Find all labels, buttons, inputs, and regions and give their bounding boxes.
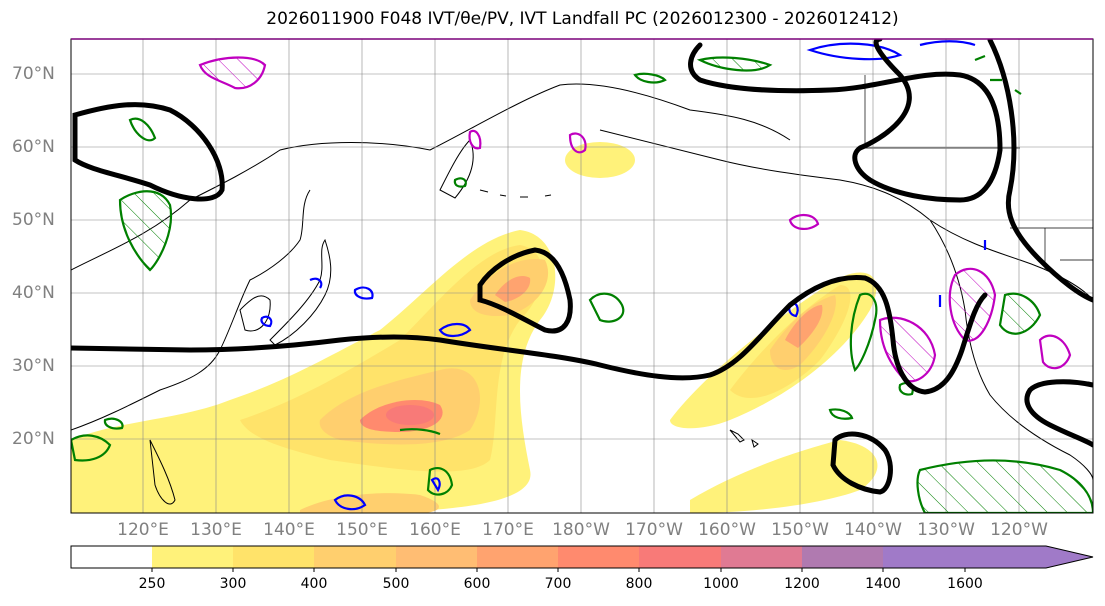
cb-seg-2: [233, 546, 314, 568]
us-states: [1044, 228, 1093, 270]
cb-outline: [70, 545, 1094, 569]
ivt-700-north: [495, 275, 531, 302]
cb-tick-600: 600: [463, 576, 491, 592]
theta-e-sw-loop: [830, 431, 893, 495]
coastlines: [71, 83, 1093, 505]
cb-seg-1: [152, 546, 233, 568]
pv-blue-contours: [260, 40, 987, 511]
cb-seg-6: [558, 546, 639, 568]
lat-label-60n: 60°N: [12, 137, 55, 157]
lon-label-170w: 170°W: [625, 520, 683, 540]
lon-label-130w: 130°W: [917, 520, 975, 540]
cb-tick-800: 800: [625, 576, 653, 592]
korea: [239, 295, 271, 332]
asia-coast: [71, 83, 791, 271]
japan: [269, 238, 332, 346]
lon-label-160w: 160°W: [698, 520, 756, 540]
theta-e-se: [1024, 379, 1093, 448]
cb-tick-300: 300: [219, 576, 247, 592]
map-title: 2026011900 F048 IVT/θe/PV, IVT Landfall …: [266, 9, 899, 29]
ivt-700-east: [785, 305, 823, 348]
theta-e-midpac-loop: [477, 247, 573, 334]
cb-tick-500: 500: [382, 576, 410, 592]
alaska-coast: [599, 129, 1093, 301]
pv-magenta-contours: [198, 56, 1072, 383]
colorbar: [70, 545, 1094, 572]
cb-tick-700: 700: [544, 576, 572, 592]
cb-tick-1400: 1400: [865, 576, 901, 592]
cb-extend-arrow: [965, 546, 1093, 568]
lat-label-40n: 40°N: [12, 283, 55, 303]
lon-label-120w: 120°W: [990, 520, 1048, 540]
lon-label-140e: 140°E: [263, 520, 315, 540]
lon-label-140w: 140°W: [844, 520, 902, 540]
cb-tick-400: 400: [300, 576, 328, 592]
lat-label-20n: 20°N: [12, 429, 55, 449]
hawaii: [729, 429, 759, 448]
taiwan-phil: [149, 439, 176, 505]
lon-label-170e: 170°E: [482, 520, 534, 540]
lon-label-120e: 120°E: [117, 520, 169, 540]
cb-seg-3: [314, 546, 396, 568]
lon-label-150w: 150°W: [771, 520, 829, 540]
lat-label-50n: 50°N: [12, 210, 55, 230]
lon-label-160e: 160°E: [409, 520, 461, 540]
lon-label-150e: 150°E: [336, 520, 388, 540]
cb-seg-5: [477, 546, 558, 568]
theta-e-arctic: [688, 39, 1003, 203]
lat-label-70n: 70°N: [12, 64, 55, 84]
ivt-shading: [71, 142, 878, 513]
aleutians: [479, 189, 552, 198]
lat-label-30n: 30°N: [12, 356, 55, 376]
theta-e-west-loop: [72, 102, 225, 202]
ivt-400-south: [300, 493, 439, 513]
cb-tick-1600: 1600: [947, 576, 983, 592]
theta-e-main: [71, 274, 988, 395]
cb-seg-7: [639, 546, 721, 568]
cb-tick-250: 250: [138, 576, 166, 592]
ivt-250-gulf: [565, 142, 635, 178]
cb-seg-8: [721, 546, 802, 568]
cb-tick-1000: 1000: [703, 576, 739, 592]
china-coast: [71, 189, 311, 431]
pv-green-contours: [71, 54, 1093, 513]
kamchatka: [439, 139, 474, 199]
cb-seg-10: [883, 546, 965, 568]
theta-e-contours: [71, 39, 1093, 495]
cb-tick-1200: 1200: [784, 576, 820, 592]
theta-e-north-east: [987, 39, 1093, 303]
cb-seg-0: [71, 546, 152, 568]
lon-label-130e: 130°E: [190, 520, 242, 540]
cb-seg-9: [802, 546, 883, 568]
ivt-250-south: [690, 440, 878, 513]
cb-seg-4: [396, 546, 477, 568]
lon-label-180w: 180°W: [552, 520, 610, 540]
borders: [864, 75, 1093, 270]
ivt-1000-core: [386, 405, 434, 425]
